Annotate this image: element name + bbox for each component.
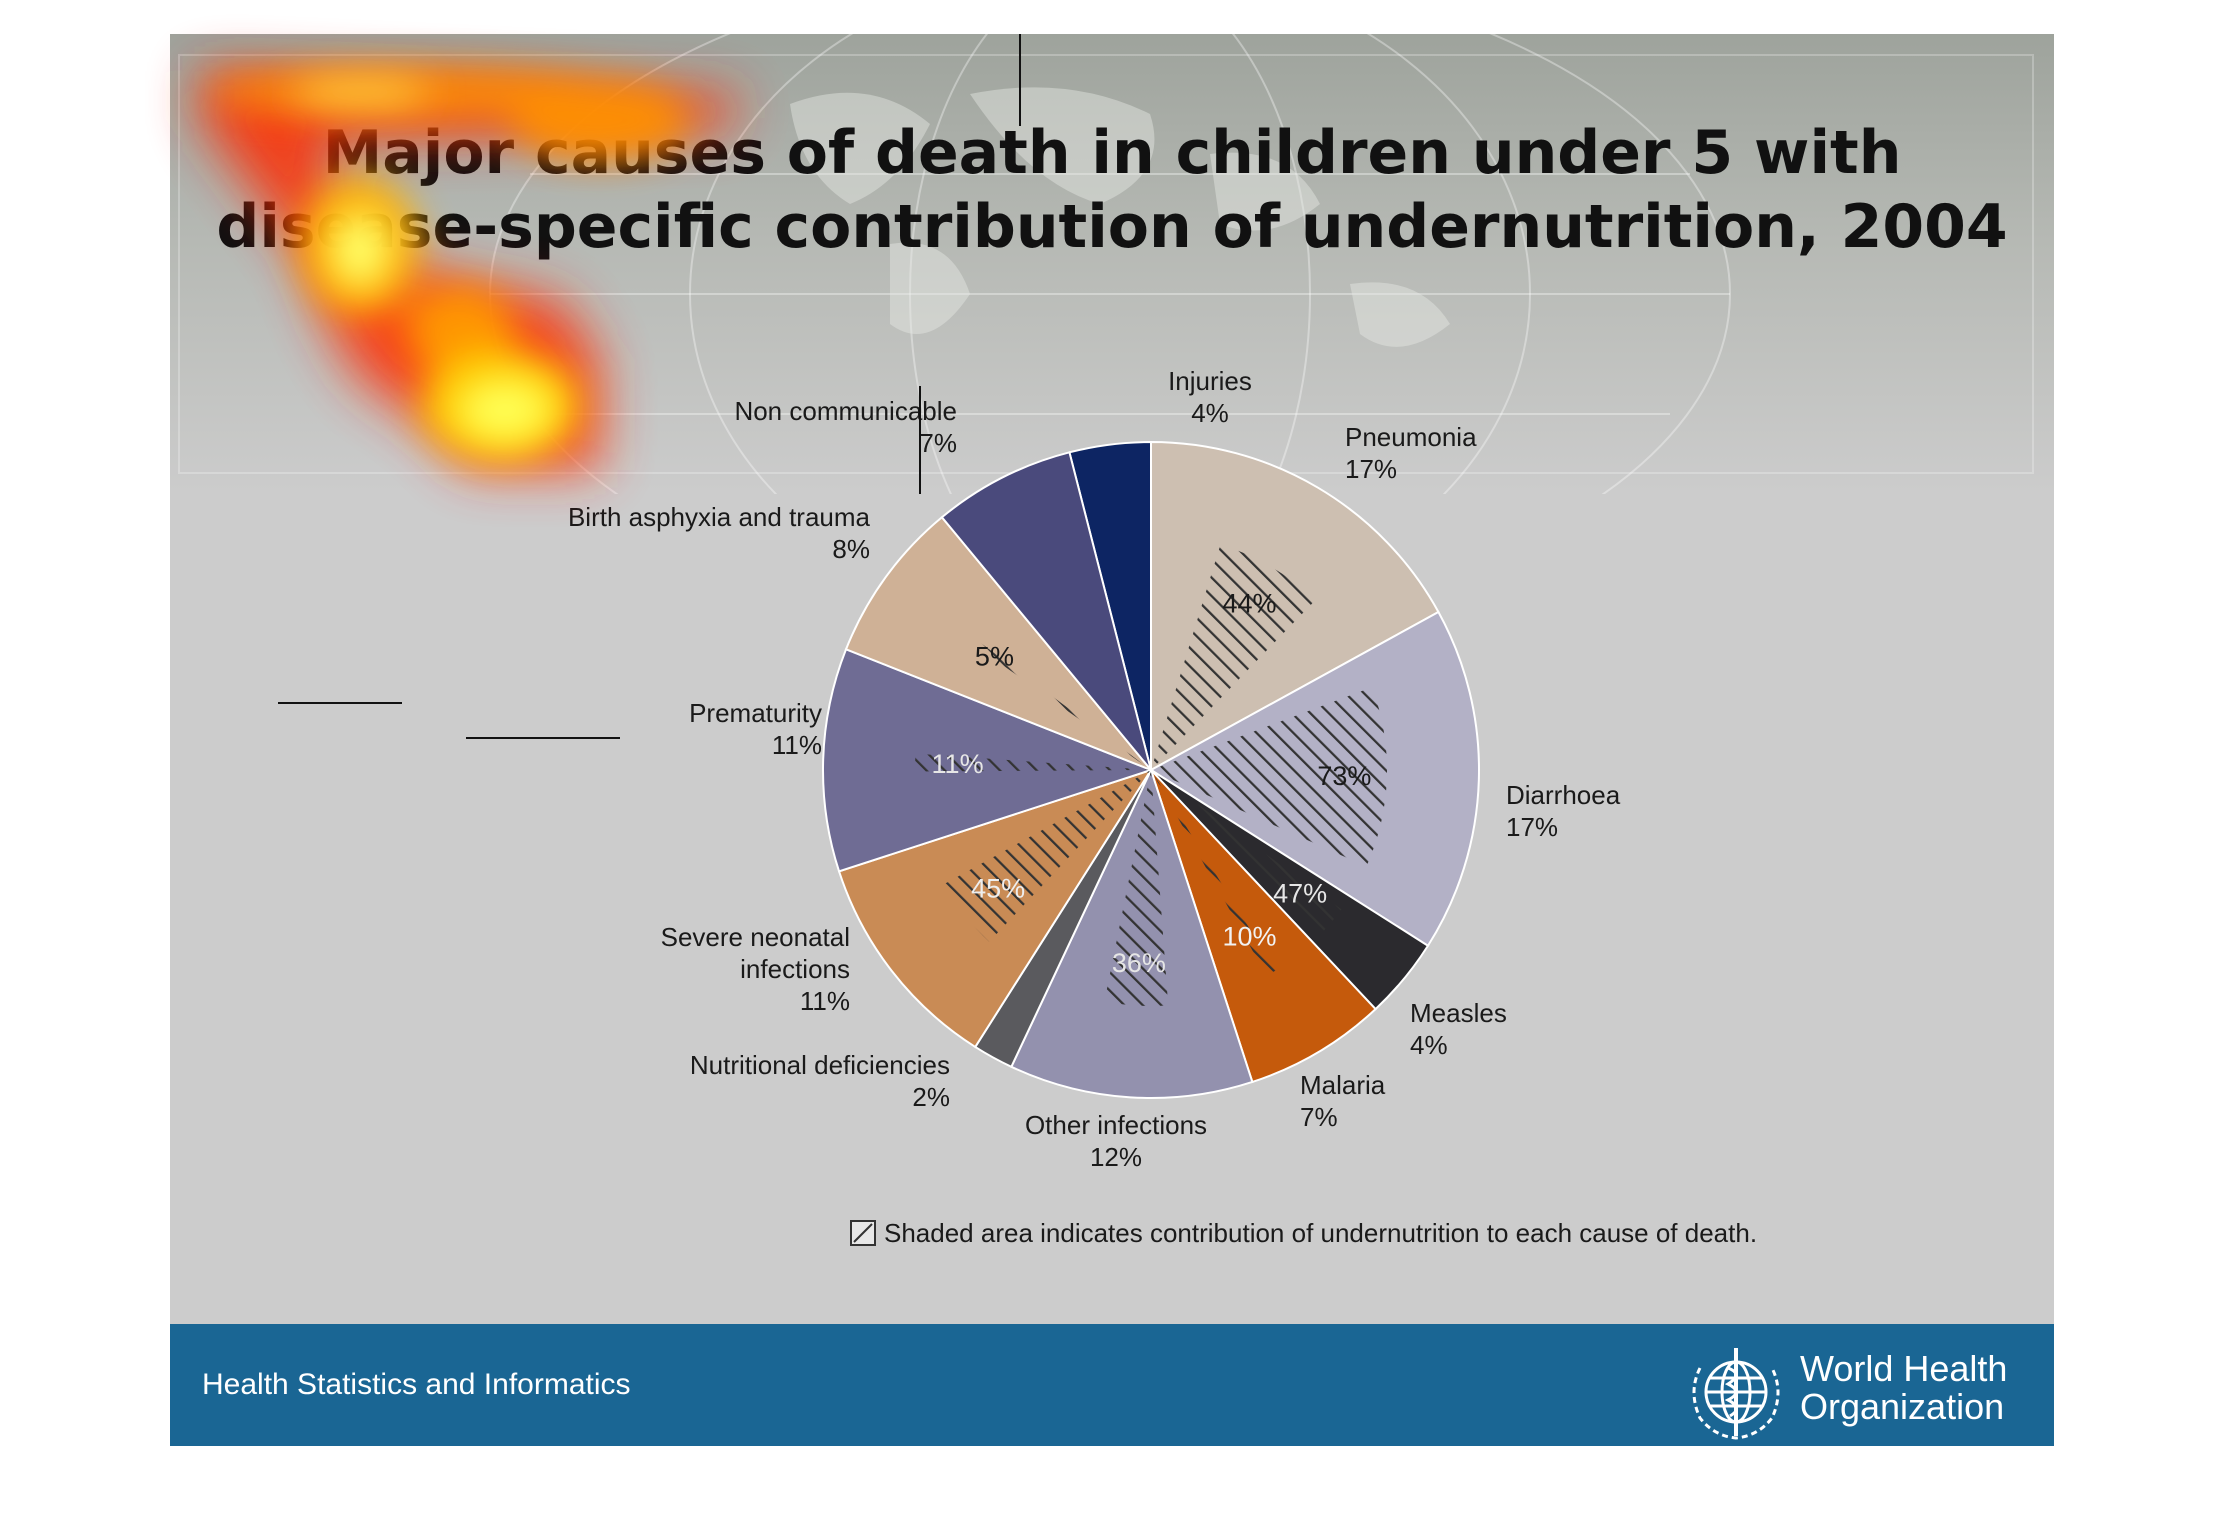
- footer-department: Health Statistics and Informatics: [202, 1368, 631, 1401]
- slice-label-diarrhoea: Diarrhoea 17%: [1506, 780, 1621, 842]
- undernutrition-share-malaria: [1151, 770, 1276, 976]
- slice-label-pneumonia: Pneumonia 17%: [1345, 422, 1477, 484]
- who-name: World Health Organization: [1800, 1348, 2008, 1427]
- slide: Major causes of death in children under …: [170, 34, 2054, 1446]
- pie-slice-malaria: [1150, 769, 1377, 1084]
- undernutrition-share-label-prematurity: 11%: [932, 749, 984, 779]
- undernutrition-share-diarrhoea: [1151, 687, 1387, 867]
- pie-chart: 44% 73% 47% 10% 36% 45% 11% 5% Injuries 4% Pneumo…: [568, 366, 1757, 1248]
- pie-slice-birth-asphyxia-and-trauma: [844, 515, 1152, 771]
- who-emblem-icon: [1692, 1348, 1780, 1440]
- undernutrition-share-birth-asphyxia-and-trauma: [958, 628, 1151, 770]
- undernutrition-share-pneumonia: [1151, 544, 1316, 770]
- undernutrition-share-label-severe-neonatal-infections: 45%: [971, 874, 1025, 904]
- slice-label-nutritional-deficiencies: Nutritional deficiencies 2%: [690, 1050, 950, 1112]
- slice-label-malaria: Malaria 7%: [1300, 1070, 1386, 1132]
- slice-label-prematurity: Prematurity 11%: [689, 698, 822, 760]
- slice-label-other-infections: Other infections 12%: [1025, 1110, 1207, 1172]
- undernutrition-share-other-infections: [1104, 770, 1169, 1006]
- stray-line: [466, 737, 620, 739]
- undernutrition-share-label-birth-asphyxia-and-trauma: 5%: [975, 641, 1014, 671]
- slice-label-measles: Measles 4%: [1410, 998, 1507, 1060]
- slice-label-birth-asphyxia-and-trauma: Birth asphyxia and trauma 8%: [568, 502, 871, 564]
- undernutrition-share-measles: [1151, 770, 1342, 931]
- slice-label-severe-neonatal-infections: Severe neonatal infections 11%: [661, 922, 850, 1016]
- slice-label-non-communicable: Non communicable 7%: [734, 396, 957, 458]
- undernutrition-share-label-other-infections: 36%: [1112, 948, 1166, 978]
- undernutrition-share-label-malaria: 10%: [1222, 922, 1276, 952]
- undernutrition-share-severe-neonatal-infections: [944, 770, 1151, 942]
- undernutrition-share-label-diarrhoea: 73%: [1317, 761, 1371, 791]
- stray-line: [1019, 34, 1021, 126]
- footer-bar: Health Statistics and Informatics World …: [170, 1324, 2054, 1446]
- stray-line: [278, 702, 402, 704]
- legend-text: Shaded area indicates contribution of un…: [884, 1218, 1757, 1248]
- undernutrition-share-label-measles: 47%: [1273, 878, 1327, 908]
- undernutrition-share-label-pneumonia: 44%: [1222, 588, 1276, 618]
- slice-label-injuries: Injuries 4%: [1168, 366, 1252, 428]
- pie-slice-non-communicable: [940, 451, 1152, 771]
- stray-line: [919, 386, 921, 494]
- undernutrition-share-prematurity: [915, 753, 1151, 772]
